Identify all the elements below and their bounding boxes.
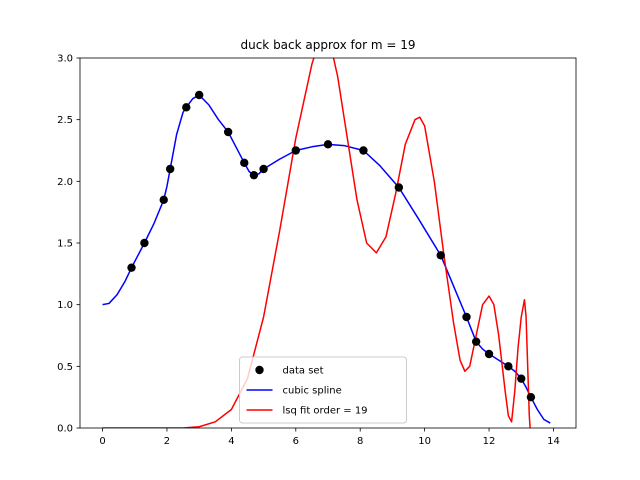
y-tick-label: 1.0: [57, 300, 73, 311]
data-point: [517, 374, 526, 383]
x-tick-label: 0: [99, 436, 105, 447]
data-point: [359, 146, 368, 155]
chart-title: duck back approx for m = 19: [240, 38, 415, 52]
x-tick-label: 12: [483, 436, 496, 447]
data-point: [259, 164, 268, 174]
data-point: [165, 164, 175, 174]
x-tick-label: 8: [357, 436, 363, 447]
legend-label: lsq fit order = 19: [283, 406, 368, 417]
data-point: [182, 103, 191, 112]
legend-box: [239, 356, 407, 424]
legend-entry: lsq fit order = 19: [246, 406, 368, 417]
y-tick-label: 3.0: [57, 54, 73, 65]
data-point: [291, 146, 300, 155]
lsq-fit-order-19-line: [102, 58, 531, 428]
y-tick-label: 1.5: [57, 239, 73, 250]
data-point: [249, 170, 259, 180]
y-tick-label: 2.0: [57, 177, 73, 188]
x-tick-label: 4: [228, 436, 234, 447]
plot-area: [102, 58, 551, 428]
y-tick-label: 2.5: [57, 115, 73, 126]
x-axis-ticks: 0 2 4 6 8 10 12 14: [99, 428, 560, 447]
plot-frame: [79, 57, 577, 429]
x-tick-label: 10: [418, 436, 431, 447]
legend-label: data set: [283, 366, 324, 377]
x-tick-label: 2: [164, 436, 170, 447]
legend-entry: cubic spline: [246, 386, 342, 397]
data-point: [484, 349, 494, 359]
data-point: [323, 140, 333, 149]
data-point: [140, 238, 149, 248]
y-axis-ticks: 0.0 0.5 1.0 1.5 2.0 2.5 3.0: [57, 54, 80, 435]
legend: data set cubic spline lsq fit order = 19: [239, 356, 407, 424]
data-point: [471, 337, 481, 346]
data-point: [127, 263, 136, 272]
y-tick-label: 0.5: [57, 362, 73, 373]
data-point: [194, 90, 204, 100]
legend-label: cubic spline: [283, 386, 342, 397]
data-point: [394, 183, 404, 192]
data-point: [223, 127, 233, 137]
y-tick-label: 0.0: [57, 424, 73, 435]
data-point: [436, 251, 445, 260]
x-tick-label: 6: [293, 436, 299, 447]
data-point: [159, 195, 168, 205]
data-point: [462, 312, 471, 322]
legend-entry: data set: [255, 365, 324, 377]
x-tick-label: 14: [547, 436, 560, 447]
data-point: [240, 158, 249, 168]
legend-marker: [255, 365, 264, 375]
data-point: [526, 392, 536, 402]
data-point: [504, 362, 513, 371]
